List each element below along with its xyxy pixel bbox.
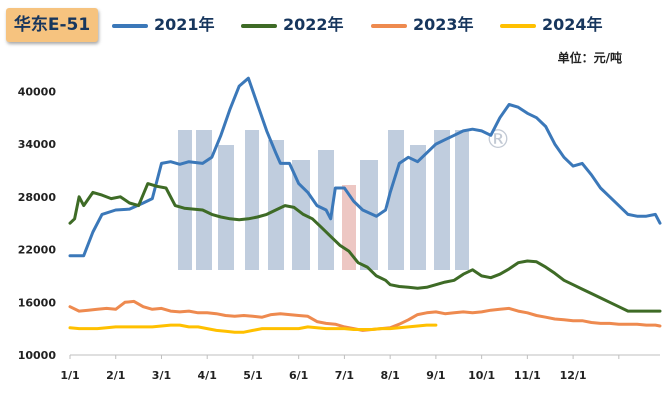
watermark-logo	[178, 130, 469, 270]
x-tick-label: 11/1	[514, 369, 541, 382]
y-tick-label: 28000	[18, 191, 57, 204]
y-tick-label: 22000	[18, 244, 57, 257]
x-tick-label: 4/1	[198, 369, 217, 382]
legend-swatch	[371, 24, 407, 28]
legend-swatch	[500, 24, 536, 28]
watermark-registered-mark: ®	[485, 125, 511, 155]
watermark-pillar	[218, 145, 234, 270]
region-tag: 华东E-51	[6, 8, 98, 42]
watermark-pillar	[292, 160, 310, 270]
legend-swatch	[112, 24, 148, 28]
watermark-pillar	[196, 130, 212, 270]
y-tick-label: 16000	[18, 296, 57, 309]
watermark-pillar	[434, 130, 450, 270]
x-tick-label: 5/1	[243, 369, 262, 382]
watermark-pillar	[455, 130, 469, 270]
x-tick-label: 1/1	[60, 369, 79, 382]
watermark-pillar	[388, 130, 404, 270]
watermark-pillar	[410, 145, 426, 270]
legend-label: 2023年	[413, 15, 474, 34]
legend-label: 2022年	[283, 15, 344, 34]
series-line-2022年	[68, 182, 662, 313]
legend-swatch	[241, 24, 277, 28]
y-tick-label: 40000	[18, 85, 57, 98]
x-tick-label: 7/1	[335, 369, 354, 382]
series-line-2024年	[68, 323, 438, 334]
x-tick-label: 2/1	[106, 369, 125, 382]
y-tick-label: 10000	[18, 349, 57, 362]
x-tick-label: 3/1	[152, 369, 171, 382]
legend-label: 2024年	[542, 15, 603, 34]
x-tick-label: 6/1	[289, 369, 308, 382]
watermark-pillar	[245, 130, 259, 270]
x-tick-label: 10/1	[468, 369, 495, 382]
watermark-pillar	[360, 160, 378, 270]
x-tick-label: 9/1	[426, 369, 445, 382]
x-tick-label: 8/1	[380, 369, 399, 382]
y-tick-label: 34000	[18, 138, 57, 151]
unit-label: 单位：元/吨	[557, 51, 622, 65]
series-line-2021年	[68, 76, 662, 258]
x-tick-label: 12/1	[560, 369, 587, 382]
watermark-pillar	[178, 130, 192, 270]
watermark-pillar	[268, 140, 284, 270]
legend-label: 2021年	[154, 15, 215, 34]
